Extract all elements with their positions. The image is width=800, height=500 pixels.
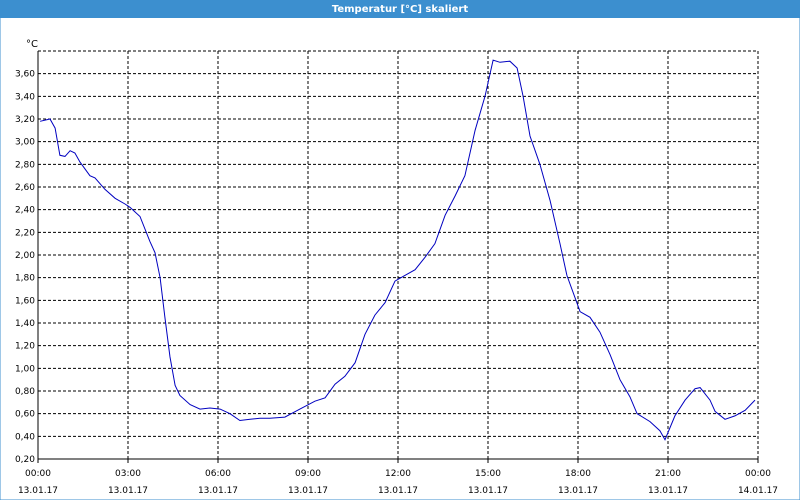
y-unit: °C bbox=[26, 39, 38, 50]
x-tick-date: 13.01.17 bbox=[558, 486, 598, 496]
y-tick-label: 0,60 bbox=[15, 410, 35, 420]
y-tick-label: 1,00 bbox=[15, 364, 35, 374]
x-tick-label: 03:00 bbox=[115, 469, 141, 479]
y-tick-label: 2,80 bbox=[15, 160, 35, 170]
title-bar bbox=[0, 0, 800, 18]
x-tick-date: 13.01.17 bbox=[288, 486, 328, 496]
x-tick-date: 13.01.17 bbox=[198, 486, 238, 496]
x-tick-date: 13.01.17 bbox=[648, 486, 688, 496]
x-tick-date: 14.01.17 bbox=[738, 486, 778, 496]
y-tick-label: 3,00 bbox=[15, 138, 35, 148]
x-tick-label: 09:00 bbox=[295, 469, 321, 479]
y-tick-label: 2,40 bbox=[15, 206, 35, 216]
y-tick-label: 0,80 bbox=[15, 387, 35, 397]
y-tick-label: 3,40 bbox=[15, 92, 35, 102]
x-tick-label: 15:00 bbox=[475, 469, 501, 479]
x-tick-label: 00:00 bbox=[745, 469, 771, 479]
line bbox=[39, 59, 756, 441]
x-tick-label: 18:00 bbox=[565, 469, 591, 479]
y-tick-label: 1,20 bbox=[15, 342, 35, 352]
x-tick-date: 13.01.17 bbox=[468, 486, 508, 496]
x-tick-date: 13.01.17 bbox=[108, 486, 148, 496]
y-tick-label: 0,20 bbox=[15, 455, 35, 465]
x-tick-label: 00:00 bbox=[25, 469, 51, 479]
y-tick-label: 3,60 bbox=[15, 70, 35, 80]
y-tick-label: 2,60 bbox=[15, 183, 35, 193]
y-tick-label: 1,60 bbox=[15, 296, 35, 306]
y-tick-label: 3,20 bbox=[15, 115, 35, 125]
x-tick-label: 06:00 bbox=[205, 469, 231, 479]
y-tick-label: 1,40 bbox=[15, 319, 35, 329]
x-tick-label: 21:00 bbox=[655, 469, 681, 479]
y-tick-label: 0,40 bbox=[15, 432, 35, 442]
x-tick-label: 12:00 bbox=[385, 469, 411, 479]
y-tick-label: 1,80 bbox=[15, 274, 35, 284]
chart-title: Temperatur [°C] skaliert bbox=[332, 4, 469, 15]
x-tick-date: 13.01.17 bbox=[18, 486, 58, 496]
x-tick-date: 13.01.17 bbox=[378, 486, 418, 496]
y-tick-label: 2,00 bbox=[15, 251, 35, 261]
y-tick-label: 2,20 bbox=[15, 228, 35, 238]
